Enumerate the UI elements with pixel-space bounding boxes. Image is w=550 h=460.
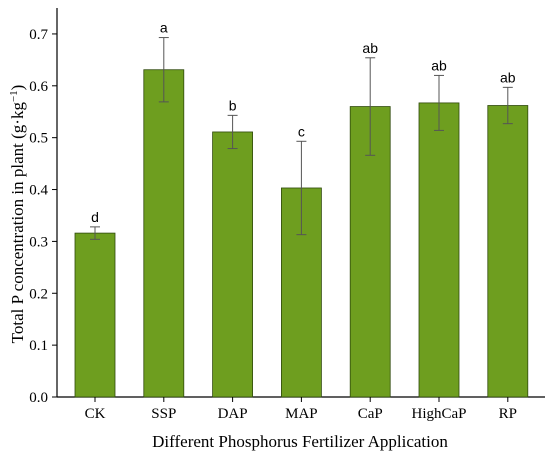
significance-letter-CaP: ab [362,40,378,56]
significance-letter-HighCaP: ab [431,57,447,73]
x-tick-label-SSP: SSP [151,406,176,422]
significance-letter-MAP: c [298,123,305,139]
y-axis-title-close: ) [8,85,27,91]
x-tick-label-RP: RP [499,406,517,422]
x-tick-label-HighCaP: HighCaP [411,406,466,422]
x-tick-label-MAP: MAP [285,406,318,422]
y-tick-label: 0.5 [29,131,48,147]
bar-DAP [212,131,254,398]
y-tick-label: 0.1 [29,338,48,354]
x-tick-label-DAP: DAP [218,406,248,422]
significance-letter-RP: ab [500,69,516,85]
y-axis-title-main: Total P concentration in plant (g·kg [8,102,27,344]
y-tick-label: 0.2 [29,286,48,302]
significance-letter-DAP: b [229,97,237,113]
bar-CK [74,232,116,398]
bar-SSP [143,69,185,398]
bar-HighCaP [418,102,460,398]
bar-RP [487,105,529,398]
y-axis-title-superscript: −1 [8,90,20,102]
y-tick-label: 0.3 [29,234,48,250]
y-axis-title: Total P concentration in plant (g·kg−1) [8,85,27,344]
y-tick-label: 0.0 [29,390,48,406]
x-axis-title: Different Phosphorus Fertilizer Applicat… [152,432,448,451]
plot-area: 0.0 0.1 0.2 0.3 0.4 0.5 0.6 0.7 d CK a SSP b DAP c MAP a… [29,8,545,422]
y-tick-label: 0.6 [29,79,48,95]
significance-letter-SSP: a [160,20,168,36]
significance-letter-CK: d [91,209,99,225]
y-tick-label: 0.4 [29,183,48,199]
x-tick-label-CK: CK [85,406,106,422]
x-tick-label-CaP: CaP [358,406,383,422]
y-tick-label: 0.7 [29,27,48,43]
